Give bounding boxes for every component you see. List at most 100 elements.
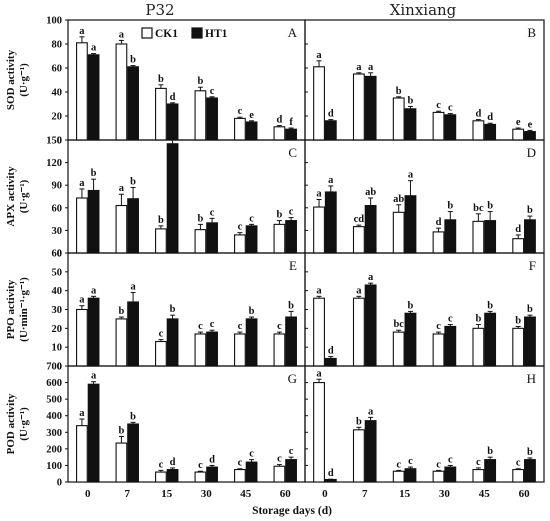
bar-ck1	[273, 126, 286, 141]
significance-letter: a	[79, 408, 85, 419]
significance-letter: a	[130, 282, 136, 293]
y-tick-label: 20	[52, 324, 63, 335]
bar-ck1	[432, 333, 445, 367]
significance-letter: a	[79, 26, 85, 37]
y-tick-label: 0	[57, 249, 62, 260]
bar-ck1	[352, 73, 365, 141]
bar-ht1	[524, 316, 536, 367]
bar-ck1	[76, 197, 88, 254]
significance-letter: c	[448, 103, 453, 114]
bar-ck1	[313, 206, 325, 254]
bar-ck1	[392, 211, 405, 254]
significance-letter: d	[475, 109, 481, 120]
significance-letter: c	[210, 86, 215, 97]
y-axis-unit-row-4: (U·g⁻¹)	[18, 407, 30, 441]
significance-letter: c	[210, 207, 215, 218]
y-tick-label: 50	[52, 267, 63, 278]
panel-label: A	[288, 25, 298, 40]
y-tick-label: 90	[52, 181, 63, 192]
bar-ck1	[234, 117, 246, 141]
significance-letter: a	[316, 50, 322, 61]
x-tick-label: 0	[322, 488, 328, 500]
significance-letter: b	[408, 95, 414, 106]
bar-ck1	[512, 327, 525, 367]
bar-ht1	[245, 225, 258, 254]
bar-ck1	[392, 97, 405, 141]
significance-letter: d	[276, 115, 282, 126]
bar-ht1	[444, 466, 457, 483]
significance-letter: bc	[473, 203, 484, 214]
bar-ht1	[364, 420, 377, 483]
x-tick-label: 0	[85, 488, 91, 500]
significance-letter: a	[79, 295, 85, 306]
significance-letter: b	[288, 300, 294, 311]
bar-ht1	[166, 143, 179, 254]
panel-label: G	[288, 371, 297, 386]
significance-letter: e	[249, 110, 254, 121]
bar-ht1	[87, 297, 100, 367]
significance-letter: b	[197, 213, 203, 224]
bar-ht1	[127, 198, 139, 254]
bar-ht1	[484, 123, 497, 141]
bar-ck1	[76, 308, 88, 367]
significance-letter: c	[436, 459, 441, 470]
y-tick-label: 120	[46, 158, 62, 169]
bar-ht1	[206, 331, 218, 367]
bar-ht1	[324, 120, 337, 141]
bar-ht1	[206, 466, 218, 483]
bar-ck1	[352, 226, 365, 254]
significance-letter: d	[328, 346, 334, 357]
bar-ck1	[194, 229, 207, 254]
significance-letter: b	[118, 306, 124, 317]
x-tick-label: 30	[201, 488, 213, 500]
significance-letter: a	[91, 285, 97, 296]
significance-letter: a	[91, 371, 97, 382]
bar-ck1	[115, 43, 128, 141]
significance-letter: ab	[365, 187, 376, 198]
y-tick-label: 600	[46, 378, 62, 389]
significance-letter: c	[408, 456, 413, 467]
bar-ck1	[115, 204, 128, 254]
significance-letter: c	[436, 100, 441, 111]
x-tick-label: 45	[240, 488, 252, 500]
x-tick-label: 7	[125, 488, 131, 500]
bar-ck1	[512, 238, 525, 254]
bar-ht1	[324, 357, 337, 367]
significance-letter: b	[249, 306, 255, 317]
legend-swatch-ht1	[191, 27, 203, 39]
significance-letter: c	[277, 454, 282, 465]
bar-ht1	[285, 459, 297, 483]
bar-ck1	[115, 318, 128, 367]
bar-ht1	[285, 220, 297, 254]
significance-letter: c	[476, 457, 481, 468]
significance-letter: b	[170, 304, 176, 315]
bar-ht1	[444, 219, 457, 254]
bar-ht1	[127, 301, 139, 367]
y-tick-label: 60	[52, 249, 63, 260]
significance-letter: c	[448, 314, 453, 325]
significance-letter: c	[277, 321, 282, 332]
bar-ck1	[194, 471, 207, 483]
y-tick-label: 150	[46, 136, 62, 147]
y-axis-label-row-2: APX activity	[5, 166, 17, 227]
significance-letter: a	[328, 175, 334, 186]
significance-letter: a	[91, 43, 97, 54]
significance-letter: b	[130, 176, 136, 187]
bar-ht1	[404, 312, 417, 367]
significance-letter: a	[356, 285, 362, 296]
significance-letter: d	[436, 217, 442, 228]
significance-letter: d	[170, 457, 176, 468]
significance-letter: b	[276, 210, 282, 221]
bar-ck1	[313, 382, 325, 483]
panel-frame	[67, 365, 306, 483]
bar-ck1	[115, 442, 128, 483]
y-axis-label-row-3: PPO activity	[5, 279, 17, 339]
bar-ht1	[364, 204, 377, 254]
y-tick-label: 30	[52, 226, 63, 237]
panel-label: E	[289, 258, 297, 273]
significance-letter: b	[197, 76, 203, 87]
significance-letter: b	[408, 300, 414, 311]
significance-letter: a	[119, 183, 125, 194]
